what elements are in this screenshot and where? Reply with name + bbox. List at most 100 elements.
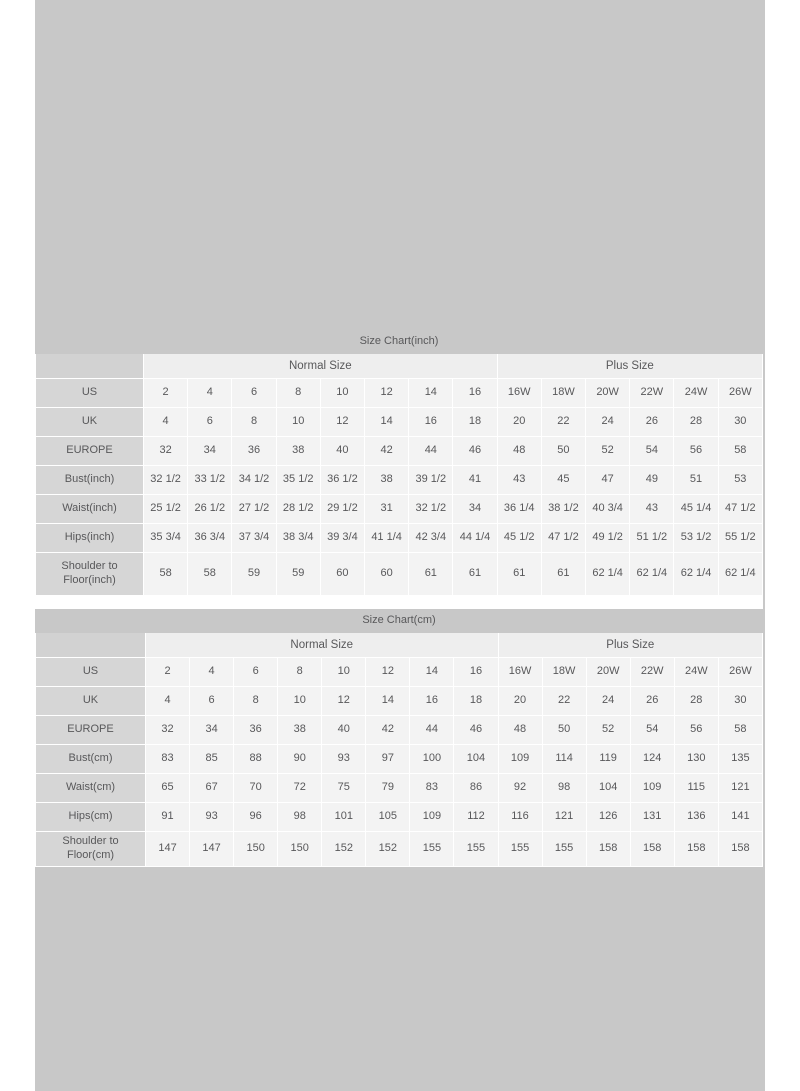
data-cell: 47 <box>585 465 631 495</box>
data-cell: 45 1/2 <box>496 523 542 553</box>
corner-cell <box>35 632 146 658</box>
data-cell: 59 <box>231 552 277 596</box>
row-label: Bust(cm) <box>35 744 146 774</box>
data-cell: 18W <box>541 657 587 687</box>
data-cell: 135 <box>717 744 764 774</box>
data-cell: 34 <box>189 715 235 745</box>
data-cell: 104 <box>453 744 499 774</box>
corner-cell <box>35 353 144 379</box>
data-cell: 24 <box>585 686 631 716</box>
data-cell: 62 1/4 <box>673 552 719 596</box>
data-cell: 14 <box>365 686 411 716</box>
data-cell: 47 1/2 <box>540 523 587 553</box>
data-cell: 119 <box>585 744 631 774</box>
data-cell: 98 <box>277 802 323 832</box>
data-cell: 20W <box>585 378 631 408</box>
data-cell: 158 <box>585 831 631 867</box>
data-cell: 83 <box>409 773 455 803</box>
data-cell: 158 <box>717 831 764 867</box>
data-cell: 85 <box>189 744 235 774</box>
data-cell: 10 <box>319 378 366 408</box>
row-label: Waist(cm) <box>35 773 146 803</box>
data-cell: 50 <box>541 715 587 745</box>
data-cell: 115 <box>673 773 719 803</box>
data-cell: 27 1/2 <box>231 494 277 524</box>
row-label: Bust(inch) <box>35 465 144 495</box>
data-cell: 56 <box>673 715 719 745</box>
size-chart-table-inch: Size Chart(inch) Normal Size Plus Size US 2 4… <box>35 330 764 596</box>
table-row: Waist(cm) 65 67 70 72 75 79 83 86 92 98 104 109 115 12… <box>35 773 764 803</box>
data-cell: 18 <box>452 407 498 437</box>
data-cell: 91 <box>144 802 191 832</box>
data-cell: 32 1/2 <box>142 465 189 495</box>
data-cell: 6 <box>187 407 233 437</box>
data-cell: 41 <box>452 465 498 495</box>
data-cell: 49 <box>629 465 675 495</box>
data-cell: 38 <box>364 465 410 495</box>
data-cell: 8 <box>231 407 277 437</box>
data-cell: 124 <box>629 744 675 774</box>
data-cell: 47 1/2 <box>717 494 764 524</box>
data-cell: 58 <box>142 552 189 596</box>
data-cell: 6 <box>231 378 277 408</box>
data-cell: 114 <box>541 744 587 774</box>
data-cell: 44 <box>408 436 454 466</box>
data-cell: 50 <box>540 436 587 466</box>
data-cell: 18W <box>540 378 587 408</box>
data-cell: 44 1/4 <box>452 523 498 553</box>
data-cell: 8 <box>277 657 323 687</box>
data-cell: 16 <box>409 686 455 716</box>
data-cell: 155 <box>497 831 543 867</box>
data-cell: 38 <box>275 436 321 466</box>
data-cell: 32 <box>142 436 189 466</box>
data-cell: 155 <box>453 831 499 867</box>
data-cell: 26W <box>717 378 764 408</box>
data-cell: 18 <box>453 686 499 716</box>
data-cell: 36 1/2 <box>319 465 366 495</box>
row-label: US <box>35 657 146 687</box>
data-cell: 86 <box>453 773 499 803</box>
data-cell: 4 <box>144 686 191 716</box>
data-cell: 20W <box>585 657 631 687</box>
data-cell: 20 <box>497 686 543 716</box>
data-cell: 16 <box>453 657 499 687</box>
data-cell: 10 <box>321 657 367 687</box>
data-cell: 14 <box>364 407 410 437</box>
table-row: Shoulder to Floor(cm) 147 147 150 150 152 152 1… <box>35 831 764 867</box>
data-cell: 126 <box>585 802 631 832</box>
data-cell: 33 1/2 <box>187 465 233 495</box>
data-cell: 51 <box>673 465 719 495</box>
data-cell: 147 <box>144 831 191 867</box>
data-cell: 16 <box>408 407 454 437</box>
data-cell: 37 3/4 <box>231 523 277 553</box>
data-cell: 16W <box>497 657 543 687</box>
data-cell: 38 3/4 <box>275 523 321 553</box>
data-cell: 4 <box>142 407 189 437</box>
data-cell: 42 <box>365 715 411 745</box>
size-group-header: Plus Size <box>496 353 764 379</box>
data-cell: 8 <box>275 378 321 408</box>
data-cell: 10 <box>277 686 323 716</box>
data-cell: 51 1/2 <box>629 523 675 553</box>
data-cell: 101 <box>321 802 367 832</box>
data-cell: 25 1/2 <box>142 494 189 524</box>
data-cell: 93 <box>321 744 367 774</box>
data-cell: 130 <box>673 744 719 774</box>
data-cell: 49 1/2 <box>585 523 631 553</box>
size-chart-container: Size Chart(inch) Normal Size Plus Size US 2 4… <box>35 330 765 867</box>
data-cell: 105 <box>365 802 411 832</box>
table-row: UK 4 6 8 10 12 14 16 18 20 22 24 26 28 30 <box>35 407 764 437</box>
data-cell: 56 <box>673 436 719 466</box>
data-cell: 20 <box>496 407 542 437</box>
data-cell: 52 <box>585 436 631 466</box>
data-cell: 58 <box>717 436 764 466</box>
data-cell: 53 <box>717 465 764 495</box>
chart-separator <box>35 596 763 609</box>
table-row: Bust(inch) 32 1/2 33 1/2 34 1/2 35 1/2 36 1/2… <box>35 465 764 495</box>
chart-title-row: Size Chart(inch) <box>35 330 763 354</box>
data-cell: 98 <box>541 773 587 803</box>
data-cell: 36 3/4 <box>187 523 233 553</box>
data-cell: 46 <box>453 715 499 745</box>
data-cell: 24 <box>585 407 631 437</box>
data-cell: 22 <box>540 407 587 437</box>
